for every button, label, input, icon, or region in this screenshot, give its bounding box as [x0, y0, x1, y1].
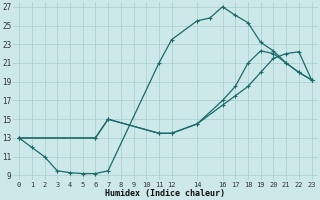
X-axis label: Humidex (Indice chaleur): Humidex (Indice chaleur) — [105, 189, 225, 198]
